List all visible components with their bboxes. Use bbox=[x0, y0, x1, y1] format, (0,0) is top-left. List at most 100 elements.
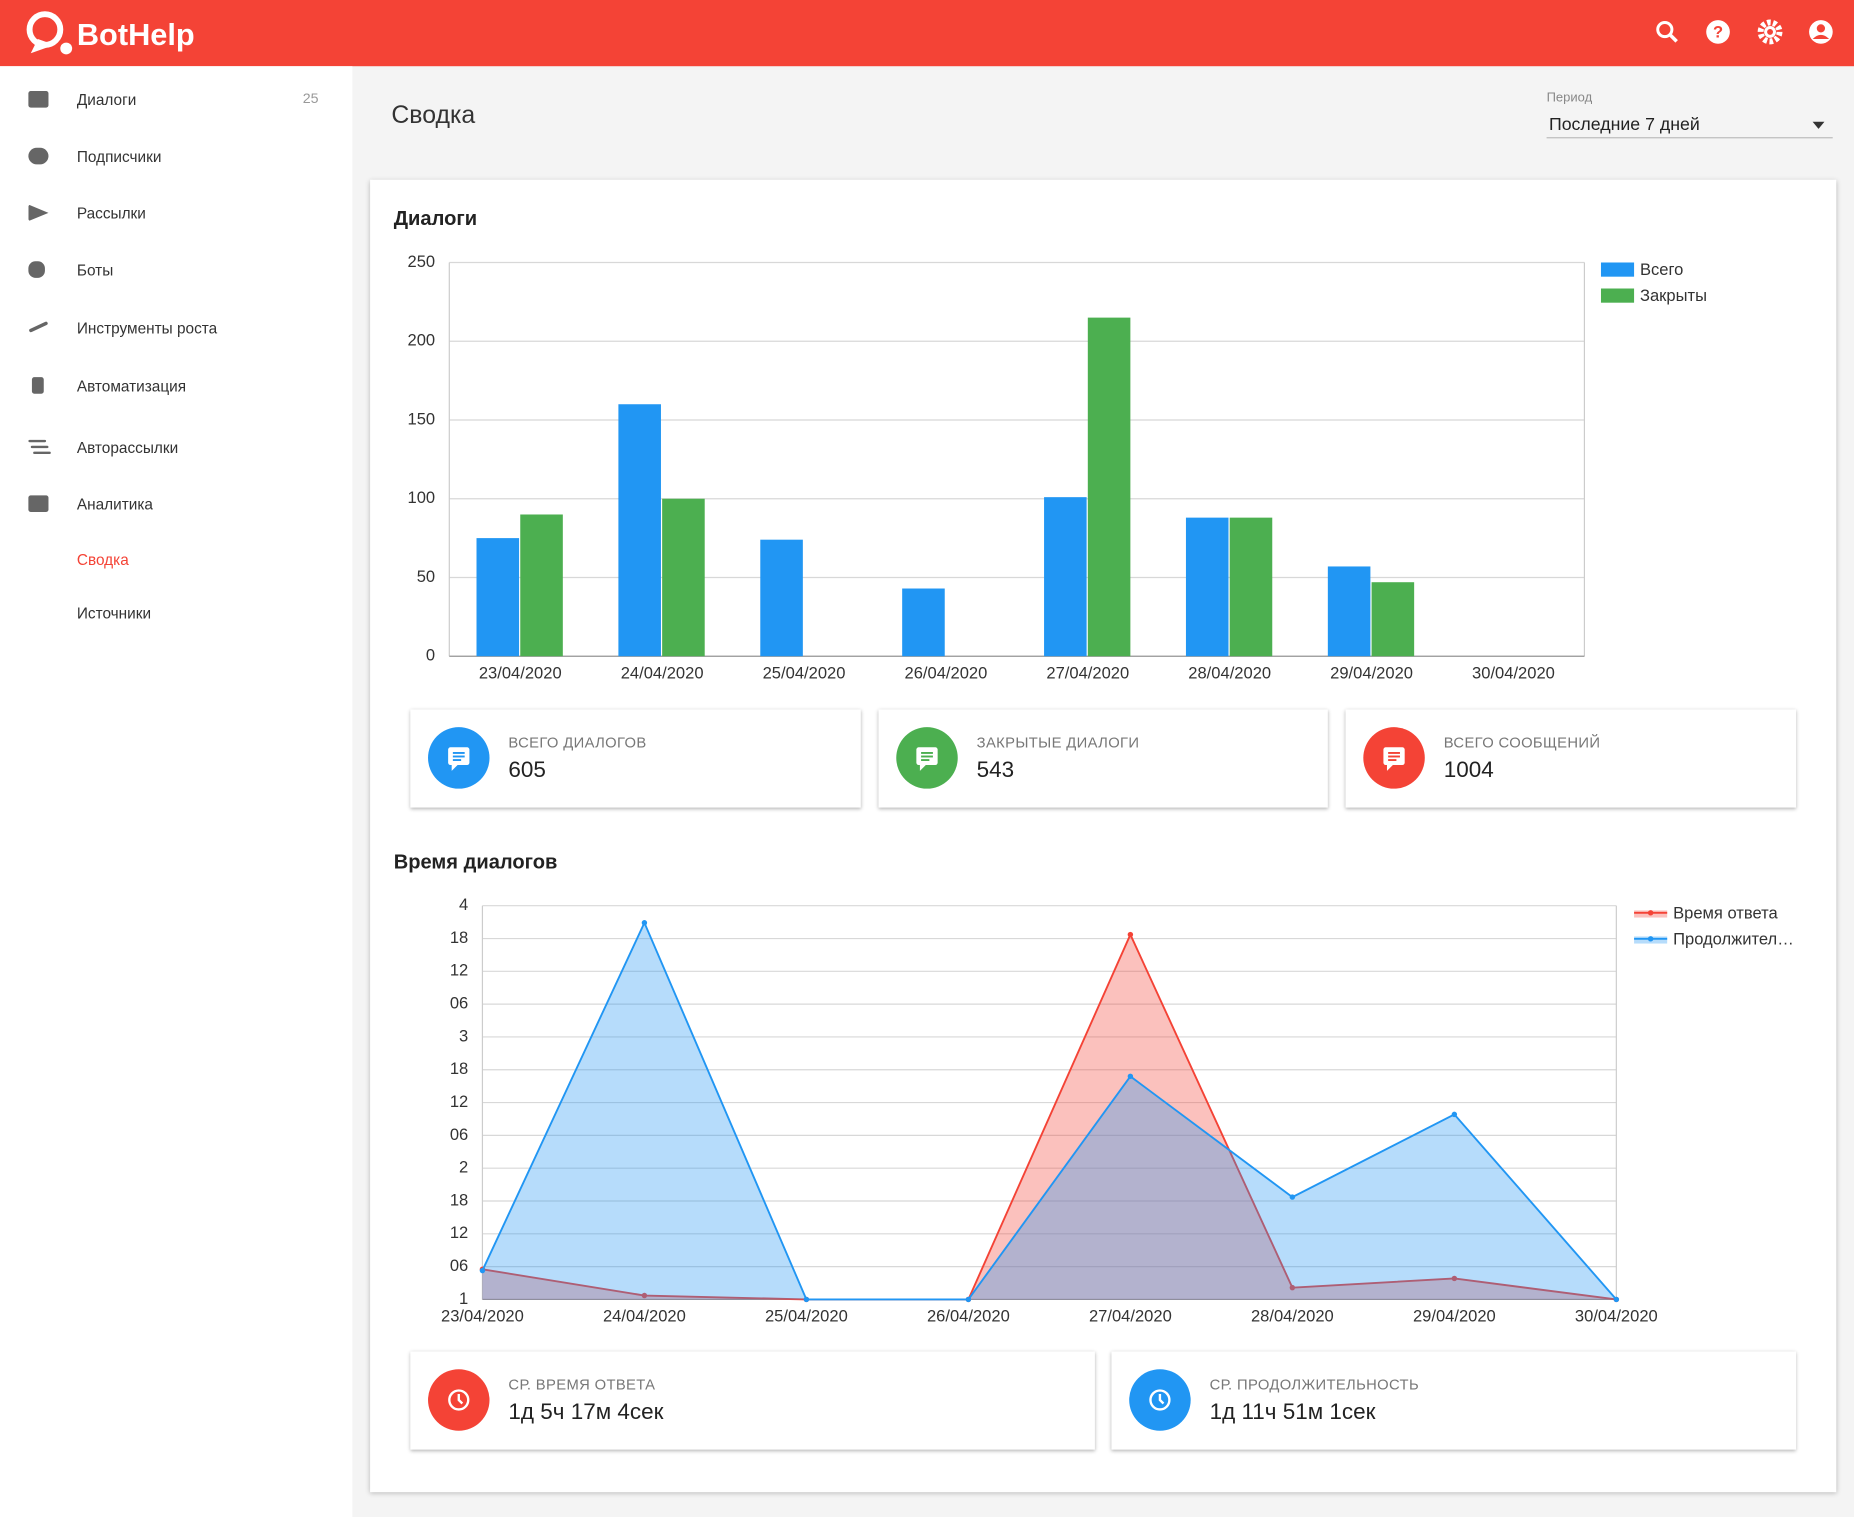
nav-item[interactable]: Рассылки bbox=[76, 204, 146, 223]
x-tick-label: 30/04/2020 bbox=[1472, 663, 1555, 682]
icon-glyph bbox=[916, 747, 938, 771]
x-tick-label: 29/04/2020 bbox=[1330, 663, 1413, 682]
y-tick-label: 18 bbox=[450, 1190, 468, 1209]
y-tick-label: 06 bbox=[450, 1125, 468, 1144]
summary-card: ЗАКРЫТЫЕ ДИАЛОГИ 543 bbox=[878, 709, 1328, 808]
y-tick-label: 18 bbox=[450, 928, 468, 947]
summary-card: ВСЕГО СООБЩЕНИЙ 1004 bbox=[1345, 709, 1797, 808]
line bbox=[481, 920, 1618, 1301]
card-value: 1д 11ч 51м 1сек bbox=[1209, 1399, 1376, 1425]
y-tick-label: 12 bbox=[450, 1223, 468, 1242]
nav-icon bbox=[28, 495, 49, 512]
x-tick-label: 24/04/2020 bbox=[603, 1307, 686, 1326]
nav-item[interactable]: Автоматизация bbox=[76, 377, 187, 395]
point bbox=[1613, 1296, 1620, 1303]
nav-item[interactable]: Авторассылки bbox=[76, 438, 179, 457]
icon-glyph bbox=[448, 1389, 470, 1411]
point bbox=[641, 1292, 648, 1299]
x-tick-label: 25/04/2020 bbox=[763, 663, 846, 682]
x-tick-label: 25/04/2020 bbox=[765, 1307, 848, 1326]
card-icon bbox=[1363, 727, 1425, 789]
chart-title: Время диалогов bbox=[394, 851, 558, 873]
card-icon bbox=[1129, 1369, 1191, 1431]
card-label: ВСЕГО СООБЩЕНИЙ bbox=[1443, 734, 1601, 751]
nav-icon bbox=[31, 377, 44, 394]
point bbox=[479, 1267, 486, 1274]
y-tick-label: 4 bbox=[459, 895, 468, 914]
y-tick-label: 06 bbox=[450, 994, 468, 1013]
card-value: 1д 5ч 17м 4сек bbox=[508, 1399, 664, 1425]
nav-subitem[interactable]: Источники bbox=[76, 604, 152, 622]
card-label: ВСЕГО ДИАЛОГОВ bbox=[508, 734, 647, 751]
icon-glyph bbox=[448, 747, 470, 771]
y-tick-label: 50 bbox=[417, 567, 435, 586]
x-tick-label: 23/04/2020 bbox=[479, 663, 562, 682]
card-label: ЗАКРЫТЫЕ ДИАЛОГИ bbox=[976, 734, 1140, 751]
y-tick-label: 250 bbox=[408, 252, 436, 271]
settings-icon[interactable] bbox=[1757, 19, 1783, 45]
nav-item[interactable]: Диалоги bbox=[76, 91, 137, 109]
y-tick-label: 0 bbox=[426, 646, 435, 665]
bar bbox=[760, 539, 803, 657]
card-label: СР. ВРЕМЯ ОТВЕТА bbox=[508, 1376, 656, 1393]
card-icon bbox=[428, 1369, 490, 1431]
x-tick-label: 28/04/2020 bbox=[1188, 663, 1271, 682]
point bbox=[1451, 1111, 1458, 1118]
legend-label: Продолжител… bbox=[1673, 929, 1794, 948]
point bbox=[1289, 1284, 1296, 1291]
nav-badge: 25 bbox=[302, 89, 319, 107]
line bbox=[482, 932, 1617, 1301]
point bbox=[641, 920, 648, 926]
summary-card: СР. ВРЕМЯ ОТВЕТА 1д 5ч 17м 4сек bbox=[410, 1351, 1095, 1450]
point bbox=[965, 1296, 972, 1303]
point bbox=[1289, 1194, 1296, 1200]
y-tick-label: 100 bbox=[408, 488, 436, 507]
x-tick-label: 26/04/2020 bbox=[905, 663, 988, 682]
bar bbox=[902, 588, 945, 657]
y-tick-label: 3 bbox=[459, 1026, 468, 1045]
nav-icon bbox=[28, 147, 49, 165]
bar bbox=[1371, 582, 1415, 657]
legend-swatch bbox=[1600, 288, 1635, 303]
bar bbox=[1087, 317, 1131, 657]
select-arrow[interactable] bbox=[1812, 121, 1825, 135]
point bbox=[1451, 1275, 1458, 1282]
card-value: 1004 bbox=[1443, 757, 1494, 783]
x-tick-label: 27/04/2020 bbox=[1089, 1307, 1172, 1326]
nav-subitem-active[interactable]: Сводка bbox=[76, 550, 129, 569]
search-icon[interactable] bbox=[1656, 20, 1678, 43]
icon-glyph bbox=[1383, 747, 1405, 771]
help-icon[interactable]: ? bbox=[1706, 20, 1730, 44]
x-tick-label: 23/04/2020 bbox=[441, 1307, 524, 1326]
y-tick-label: 18 bbox=[450, 1059, 468, 1078]
x-tick-label: 30/04/2020 bbox=[1575, 1307, 1658, 1326]
period-select[interactable]: Последние 7 дней bbox=[1548, 114, 1700, 135]
account-icon[interactable] bbox=[1809, 20, 1833, 44]
nav-item[interactable]: Аналитика bbox=[76, 495, 153, 514]
nav-item[interactable]: Инструменты роста bbox=[76, 319, 218, 337]
bar bbox=[520, 514, 563, 657]
select-underline bbox=[1546, 137, 1833, 139]
nav-item[interactable]: Боты bbox=[76, 261, 114, 280]
legend-label: Закрыты bbox=[1640, 286, 1707, 305]
header-icons: ? bbox=[1656, 19, 1833, 45]
area bbox=[482, 922, 1617, 1300]
summary-card: СР. ПРОДОЛЖИТЕЛЬНОСТЬ 1д 11ч 51м 1сек bbox=[1111, 1351, 1797, 1450]
summary-card: ВСЕГО ДИАЛОГОВ 605 bbox=[410, 709, 861, 808]
icon-glyph bbox=[1149, 1389, 1171, 1411]
legend-label: Всего bbox=[1640, 260, 1683, 279]
card-icon bbox=[896, 727, 958, 789]
point bbox=[1127, 931, 1134, 938]
app-header: BotHelp ? bbox=[0, 0, 1854, 67]
y-tick-label: 2 bbox=[459, 1158, 468, 1177]
card-value: 543 bbox=[976, 757, 1015, 783]
brand: BotHelp bbox=[76, 16, 195, 53]
x-tick-label: 28/04/2020 bbox=[1251, 1307, 1334, 1326]
legend-dot bbox=[1647, 910, 1654, 916]
nav-icon bbox=[28, 261, 45, 278]
legend-swatch bbox=[1600, 262, 1635, 277]
nav-item[interactable]: Подписчики bbox=[76, 147, 162, 166]
card-icon bbox=[428, 727, 490, 789]
nav-icon bbox=[28, 91, 49, 108]
